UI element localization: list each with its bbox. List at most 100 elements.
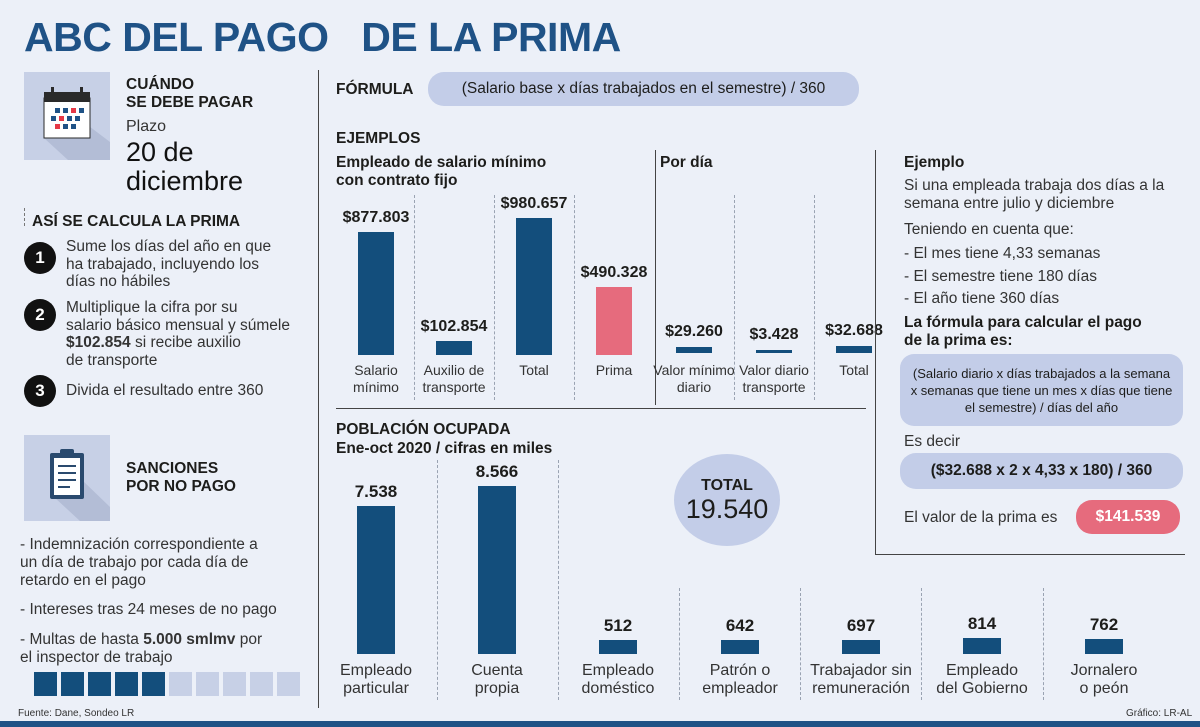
per-day-bar-label: Valor diario transporte	[724, 362, 824, 396]
population-grid-line	[679, 588, 680, 700]
min-wage-bar-label: Salario mínimo	[326, 362, 426, 396]
population-bar-value: 642	[725, 616, 755, 635]
population-grid-line	[800, 588, 801, 700]
step-3-number: 3	[24, 375, 56, 407]
example-intro: Si una empleada trabaja dos días a la se…	[904, 177, 1165, 212]
population-grid-line	[921, 588, 922, 700]
total-label: TOTAL	[701, 476, 753, 494]
population-bar	[963, 638, 1001, 654]
sanction-item-2: - Intereses tras 24 meses de no pago	[20, 601, 277, 618]
examples-grid-line	[574, 195, 575, 400]
clipboard-icon-box	[24, 435, 110, 521]
population-bar-label: Empleado del Gobierno	[922, 662, 1042, 698]
example-title: Ejemplo	[904, 154, 965, 171]
population-bar-label: Patrón o empleador	[680, 662, 800, 698]
step-1-text: Sume los días del año en que ha trabajad…	[66, 238, 272, 290]
min-wage-bar	[596, 286, 632, 355]
example-box-border-left	[875, 150, 876, 555]
calendar-icon	[43, 87, 110, 160]
label-line: diario	[676, 379, 712, 395]
empty-square	[277, 672, 300, 696]
empty-square	[250, 672, 273, 696]
example-facts: - El mes tiene 4,33 semanas - El semestr…	[904, 245, 1101, 307]
label-line: transporte	[422, 379, 486, 395]
main-divider	[318, 70, 319, 708]
label-line: empleador	[702, 680, 778, 697]
population-bar-label: Cuenta propia	[437, 662, 557, 698]
label-line: Prima	[595, 362, 633, 378]
per-day-bar-value: $3.428	[749, 326, 799, 343]
population-bar-label: Empleado particular	[316, 662, 436, 698]
empty-square	[169, 672, 192, 696]
label-line: Patrón o	[709, 662, 771, 679]
label-line: particular	[343, 680, 409, 697]
per-day-bar	[836, 346, 872, 353]
per-day-bar	[756, 350, 792, 353]
result-label: El valor de la prima es	[904, 509, 1058, 526]
min-wage-bar-label: Total	[484, 362, 584, 379]
total-circle: TOTAL 19.540	[674, 454, 780, 546]
label-line: Total	[839, 362, 869, 378]
population-bar-value: 8.566	[475, 462, 519, 481]
min-wage-bar-value: $877.803	[342, 209, 410, 227]
population-bar-value: 814	[967, 614, 997, 634]
filled-square	[142, 672, 165, 696]
population-bar-value: 512	[603, 616, 633, 635]
population-bar-value: 762	[1089, 615, 1119, 635]
population-bar-value: 7.538	[354, 482, 398, 502]
label-line: del Gobierno	[936, 680, 1028, 697]
sanction-item-1: - Indemnización correspondiente a un día…	[20, 536, 258, 589]
step-1-number: 1	[24, 242, 56, 274]
filled-square	[88, 672, 111, 696]
label-line: Valor mínimo	[653, 362, 735, 378]
population-bar	[721, 640, 759, 654]
population-grid-line	[437, 460, 438, 700]
population-bar-value: 697	[846, 616, 876, 635]
examples-label: EJEMPLOS	[336, 130, 421, 147]
es-decir-label: Es decir	[904, 433, 960, 450]
population-bar	[1085, 639, 1123, 654]
population-bar-label: Empleado doméstico	[558, 662, 678, 698]
population-grid-line	[1043, 588, 1044, 700]
min-wage-bar-label: Prima	[564, 362, 664, 379]
population-bar	[842, 640, 880, 654]
clipboard-icon	[50, 449, 110, 521]
footer-credit: Gráfico: LR-AL	[1126, 708, 1193, 719]
population-bar	[599, 640, 637, 654]
min-wage-bar-value: $980.657	[500, 195, 568, 212]
formula-pill: (Salario base x días trabajados en el se…	[428, 72, 859, 106]
calc-heading: ASÍ SE CALCULA LA PRIMA	[32, 213, 241, 230]
example-formula-title: La fórmula para calcular el pago de la p…	[904, 314, 1142, 349]
plazo-label: Plazo	[126, 118, 167, 135]
step-3-text: Divida el resultado entre 360	[66, 382, 264, 399]
label-line: propia	[474, 680, 520, 697]
label-line: Trabajador sin	[810, 662, 912, 679]
label-line: Total	[519, 362, 549, 378]
min-wage-bar-label: Auxilio de transporte	[404, 362, 504, 396]
formula-label: FÓRMULA	[336, 81, 414, 98]
step-2-text: Multiplique la cifra por su salario bási…	[66, 299, 290, 369]
min-wage-bar	[358, 232, 394, 355]
per-day-grid-line	[734, 195, 735, 400]
footer-bar	[0, 721, 1200, 727]
result-pill: $141.539	[1076, 500, 1180, 534]
examples-grid-line	[414, 195, 415, 400]
population-rule	[336, 408, 866, 409]
per-day-bar-label: Total	[804, 362, 904, 379]
label-line: Salario	[354, 362, 398, 378]
min-wage-bar	[436, 340, 472, 355]
per-day-bar-value: $29.260	[665, 323, 723, 341]
filled-square	[61, 672, 84, 696]
population-grid-line	[558, 460, 559, 700]
page-title: ABC DEL PAGO DE LA PRIMA	[24, 14, 621, 60]
population-bar	[478, 486, 516, 654]
label-line: doméstico	[581, 680, 655, 697]
label-line: Cuenta	[471, 662, 523, 679]
label-line: Valor diario	[739, 362, 809, 378]
payment-date: 20 de diciembre	[126, 137, 244, 196]
per-day-bar	[676, 347, 712, 353]
population-bar-label: Trabajador sin remuneración	[801, 662, 921, 698]
calendar-icon-box	[24, 72, 110, 160]
min-wage-bar-value: $490.328	[580, 263, 648, 281]
filled-square	[115, 672, 138, 696]
